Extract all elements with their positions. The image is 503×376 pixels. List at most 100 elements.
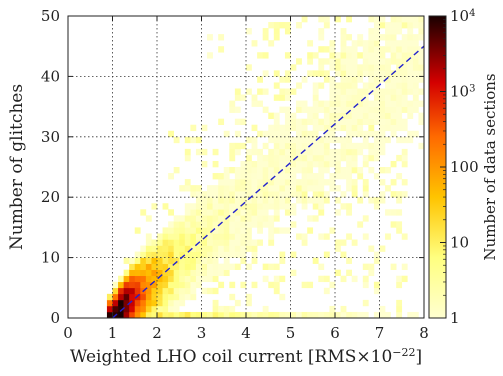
heatmap-cell bbox=[351, 239, 358, 246]
heatmap-cell bbox=[379, 94, 386, 101]
heatmap-cell bbox=[396, 173, 403, 180]
heatmap-cell bbox=[262, 191, 269, 198]
x-tick-label: 8 bbox=[419, 324, 429, 342]
heatmap-cell bbox=[257, 209, 263, 216]
heatmap-cell bbox=[312, 311, 319, 319]
heatmap-cell bbox=[329, 130, 336, 138]
heatmap-cell bbox=[262, 305, 269, 313]
heatmap-cell bbox=[262, 70, 269, 77]
heatmap-cell bbox=[201, 245, 208, 252]
heatmap-cell bbox=[418, 16, 425, 23]
heatmap-cell bbox=[195, 215, 202, 222]
heatmap-cell bbox=[385, 106, 391, 113]
heatmap-cell bbox=[273, 142, 280, 150]
heatmap-cell bbox=[168, 245, 174, 252]
heatmap-cell bbox=[312, 142, 319, 150]
heatmap-cell bbox=[379, 305, 386, 313]
heatmap-cell bbox=[368, 82, 375, 89]
heatmap-cell bbox=[362, 185, 369, 192]
heatmap-cell bbox=[151, 275, 158, 283]
heatmap-cell bbox=[257, 154, 263, 162]
heatmap-cell bbox=[223, 251, 230, 258]
heatmap-cell bbox=[312, 82, 319, 89]
heatmap-cell bbox=[351, 191, 358, 198]
heatmap-cell bbox=[218, 179, 225, 186]
heatmap-cell bbox=[157, 257, 163, 264]
heatmap-cell bbox=[351, 130, 358, 138]
heatmap-cell bbox=[162, 251, 169, 258]
heatmap-cell bbox=[240, 215, 247, 222]
heatmap-cell bbox=[379, 179, 386, 186]
heatmap-cell bbox=[162, 299, 169, 307]
heatmap-cell bbox=[390, 40, 397, 47]
heatmap-cell bbox=[362, 64, 369, 71]
heatmap-cell bbox=[407, 52, 414, 59]
heatmap-cell bbox=[401, 275, 408, 283]
heatmap-cell bbox=[284, 173, 291, 180]
heatmap-cell bbox=[173, 311, 180, 319]
heatmap-cell bbox=[385, 22, 391, 29]
heatmap-cell bbox=[273, 160, 280, 168]
heatmap-cell bbox=[368, 52, 375, 59]
heatmap-cell bbox=[162, 227, 169, 234]
heatmap-cell bbox=[340, 118, 347, 126]
heatmap-cell bbox=[201, 251, 208, 258]
heatmap-cell bbox=[284, 112, 291, 119]
heatmap-cell bbox=[257, 185, 263, 192]
heatmap-cell bbox=[195, 221, 202, 228]
heatmap-cell bbox=[390, 209, 397, 216]
heatmap-cell bbox=[268, 263, 275, 270]
heatmap-cell bbox=[257, 148, 263, 156]
heatmap-cell bbox=[312, 112, 319, 119]
heatmap-cell bbox=[134, 299, 141, 307]
heatmap-cell bbox=[218, 269, 225, 277]
heatmap-cell bbox=[401, 64, 408, 71]
heatmap-cell bbox=[335, 88, 341, 95]
heatmap-cell bbox=[379, 34, 386, 41]
heatmap-cell bbox=[140, 305, 147, 313]
heatmap-cell bbox=[246, 233, 252, 240]
heatmap-cell bbox=[229, 209, 236, 216]
heatmap-cell bbox=[151, 203, 158, 210]
heatmap-cell bbox=[151, 263, 158, 270]
heatmap-cell bbox=[335, 185, 341, 192]
heatmap-cell bbox=[190, 269, 197, 277]
heatmap-cell bbox=[290, 88, 297, 95]
heatmap-cell bbox=[201, 287, 208, 295]
heatmap-cell bbox=[346, 76, 352, 83]
heatmap-cell bbox=[362, 179, 369, 186]
heatmap-cell bbox=[396, 16, 403, 23]
heatmap-cell bbox=[379, 148, 386, 156]
heatmap-cell bbox=[240, 179, 247, 186]
heatmap-cell bbox=[118, 299, 124, 307]
heatmap-cell bbox=[340, 52, 347, 59]
heatmap-cell bbox=[268, 179, 275, 186]
heatmap-cell bbox=[257, 227, 263, 234]
heatmap-cell bbox=[229, 233, 236, 240]
heatmap-cell bbox=[362, 58, 369, 65]
heatmap-cell bbox=[301, 16, 308, 23]
heatmap-cell bbox=[223, 197, 230, 204]
heatmap-cell bbox=[307, 227, 314, 234]
heatmap-cell bbox=[329, 64, 336, 71]
heatmap-cell bbox=[240, 245, 247, 252]
heatmap-cell bbox=[273, 173, 280, 180]
heatmap-cell bbox=[251, 311, 258, 319]
heatmap-cell bbox=[168, 263, 174, 270]
heatmap-cell bbox=[362, 311, 369, 319]
heatmap-cell bbox=[262, 52, 269, 59]
heatmap-cell bbox=[262, 28, 269, 35]
heatmap-cell bbox=[351, 94, 358, 101]
heatmap-cell bbox=[190, 239, 197, 246]
heatmap-cell bbox=[340, 88, 347, 95]
heatmap-cell bbox=[151, 293, 158, 301]
heatmap-cell bbox=[290, 173, 297, 180]
heatmap-cell bbox=[290, 191, 297, 198]
heatmap-cell bbox=[229, 227, 236, 234]
heatmap-cell bbox=[329, 160, 336, 168]
heatmap-cell bbox=[168, 293, 174, 301]
heatmap-cell bbox=[290, 311, 297, 319]
x-axis-label: Weighted LHO coil current [RMS×10−22] bbox=[70, 346, 422, 368]
heatmap-cell bbox=[201, 124, 208, 132]
heatmap-cell bbox=[301, 233, 308, 240]
